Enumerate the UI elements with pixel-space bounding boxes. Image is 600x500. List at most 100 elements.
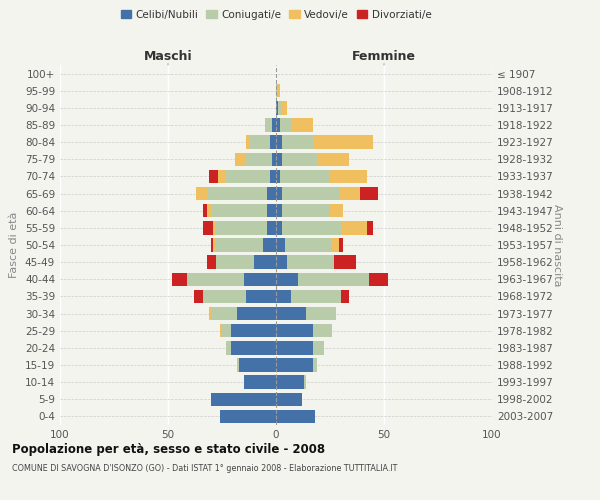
Bar	[276, 101, 278, 114]
Bar	[172, 272, 187, 286]
Bar	[338, 187, 360, 200]
Bar	[313, 324, 332, 338]
Bar	[230, 324, 276, 338]
Bar	[254, 256, 276, 269]
Bar	[246, 290, 276, 303]
Bar	[268, 221, 276, 234]
Bar	[313, 136, 373, 149]
Bar	[207, 204, 211, 218]
Bar	[276, 170, 280, 183]
Bar	[276, 324, 313, 338]
Bar	[237, 307, 276, 320]
Bar	[283, 187, 338, 200]
Bar	[194, 290, 203, 303]
Bar	[334, 256, 356, 269]
Bar	[276, 84, 278, 98]
Bar	[338, 238, 343, 252]
Bar	[268, 187, 276, 200]
Bar	[215, 238, 263, 252]
Bar	[276, 272, 298, 286]
Bar	[246, 152, 272, 166]
Text: Maschi: Maschi	[143, 50, 193, 64]
Bar	[276, 118, 280, 132]
Bar	[272, 152, 276, 166]
Bar	[211, 204, 268, 218]
Bar	[269, 170, 276, 183]
Bar	[278, 84, 280, 98]
Bar	[276, 358, 313, 372]
Bar	[196, 187, 207, 200]
Bar	[211, 392, 276, 406]
Bar	[369, 272, 388, 286]
Bar	[239, 358, 276, 372]
Bar	[276, 204, 283, 218]
Bar	[341, 221, 367, 234]
Bar	[313, 358, 317, 372]
Bar	[360, 187, 377, 200]
Bar	[298, 272, 369, 286]
Bar	[332, 238, 338, 252]
Bar	[341, 290, 349, 303]
Bar	[280, 118, 291, 132]
Bar	[222, 324, 230, 338]
Bar	[276, 221, 283, 234]
Text: Popolazione per età, sesso e stato civile - 2008: Popolazione per età, sesso e stato civil…	[12, 442, 325, 456]
Bar	[209, 307, 211, 320]
Bar	[276, 187, 283, 200]
Bar	[265, 118, 272, 132]
Bar	[203, 221, 214, 234]
Bar	[283, 152, 317, 166]
Bar	[214, 238, 215, 252]
Bar	[269, 136, 276, 149]
Bar	[276, 341, 313, 354]
Bar	[215, 221, 268, 234]
Bar	[276, 238, 284, 252]
Bar	[276, 410, 315, 423]
Legend: Celibi/Nubili, Coniugati/e, Vedovi/e, Divorziati/e: Celibi/Nubili, Coniugati/e, Vedovi/e, Di…	[116, 6, 436, 24]
Bar	[276, 256, 287, 269]
Bar	[220, 324, 222, 338]
Bar	[215, 256, 254, 269]
Bar	[287, 256, 334, 269]
Bar	[218, 170, 226, 183]
Y-axis label: Fasce di età: Fasce di età	[10, 212, 19, 278]
Bar	[230, 341, 276, 354]
Bar	[278, 101, 283, 114]
Bar	[313, 341, 323, 354]
Bar	[276, 376, 304, 389]
Bar	[250, 136, 269, 149]
Bar	[244, 376, 276, 389]
Bar	[207, 187, 268, 200]
Bar	[276, 290, 291, 303]
Bar	[291, 118, 313, 132]
Bar	[291, 290, 341, 303]
Bar	[220, 410, 276, 423]
Bar	[283, 136, 313, 149]
Bar	[211, 307, 237, 320]
Bar	[207, 256, 215, 269]
Bar	[272, 118, 276, 132]
Bar	[304, 376, 306, 389]
Bar	[330, 204, 343, 218]
Bar	[209, 170, 218, 183]
Bar	[187, 272, 244, 286]
Bar	[330, 170, 367, 183]
Y-axis label: Anni di nascita: Anni di nascita	[552, 204, 562, 286]
Bar	[317, 152, 349, 166]
Bar	[276, 136, 283, 149]
Bar	[226, 341, 230, 354]
Bar	[276, 152, 283, 166]
Bar	[367, 221, 373, 234]
Bar	[283, 221, 341, 234]
Bar	[276, 307, 306, 320]
Bar	[244, 272, 276, 286]
Bar	[237, 358, 239, 372]
Bar	[283, 101, 287, 114]
Bar	[203, 290, 246, 303]
Bar	[280, 170, 330, 183]
Bar	[268, 204, 276, 218]
Bar	[226, 170, 269, 183]
Bar	[276, 392, 302, 406]
Bar	[284, 238, 332, 252]
Bar	[211, 238, 214, 252]
